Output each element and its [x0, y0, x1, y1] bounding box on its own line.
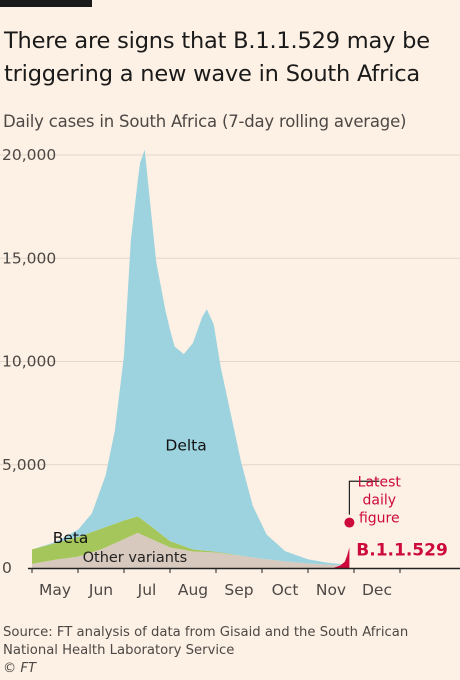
annotations: Delta Beta Other variants B.1.1.529 Latest da…	[53, 436, 448, 566]
source-text: Source: FT analysis of data from Gisaid …	[3, 625, 409, 658]
latest-daily-figure-dot	[344, 517, 355, 528]
y-tick-label: 5,000	[2, 456, 46, 474]
area-delta	[32, 149, 345, 566]
label-other-variants: Other variants	[83, 550, 188, 566]
x-tick-label: Oct	[272, 581, 299, 599]
label-b-1-1-529: B.1.1.529	[356, 541, 447, 561]
area-other-variants	[32, 532, 345, 568]
chart-subtitle: Daily cases in South Africa (7-day rolli…	[3, 112, 407, 131]
label-beta: Beta	[53, 529, 89, 547]
x-tick-label: Aug	[178, 581, 208, 599]
area-b-1-1-529	[333, 547, 350, 568]
brand-bar	[0, 0, 92, 7]
copyright: © FT	[3, 661, 37, 676]
area-beta	[32, 516, 345, 566]
x-tick-label: Nov	[316, 581, 346, 599]
x-tick-label: Jun	[88, 581, 113, 599]
y-tick-label: 15,000	[2, 249, 56, 267]
label-delta: Delta	[165, 436, 206, 454]
x-tick-label: May	[39, 581, 71, 599]
areas	[32, 149, 350, 568]
chart-title: There are signs that B.1.1.529 may be tr…	[4, 28, 430, 87]
y-tick-label: 20,000	[2, 146, 56, 164]
x-tick-labels: May Jun Jul Aug Sep Oct Nov Dec	[39, 581, 392, 599]
label-latest-daily-figure-line: figure	[359, 510, 400, 526]
x-tick-label: Sep	[224, 581, 253, 599]
chart: 0 5,000 10,000 15,000 20,000 May Jun Jul Aug Sep…	[0, 146, 460, 599]
x-tick-label: Dec	[362, 581, 392, 599]
x-tick-label: Jul	[137, 581, 157, 599]
label-latest-daily-figure-line: daily	[363, 492, 397, 508]
x-axis	[28, 567, 460, 573]
y-tick-labels: 0 5,000 10,000 15,000 20,000	[2, 146, 56, 577]
leader-line	[348, 480, 380, 515]
label-latest-daily-figure-line: Latest	[358, 474, 402, 490]
y-tick-label: 10,000	[2, 353, 56, 371]
source-note: Source: FT analysis of data from Gisaid …	[3, 624, 458, 678]
y-tick-label: 0	[2, 559, 12, 577]
